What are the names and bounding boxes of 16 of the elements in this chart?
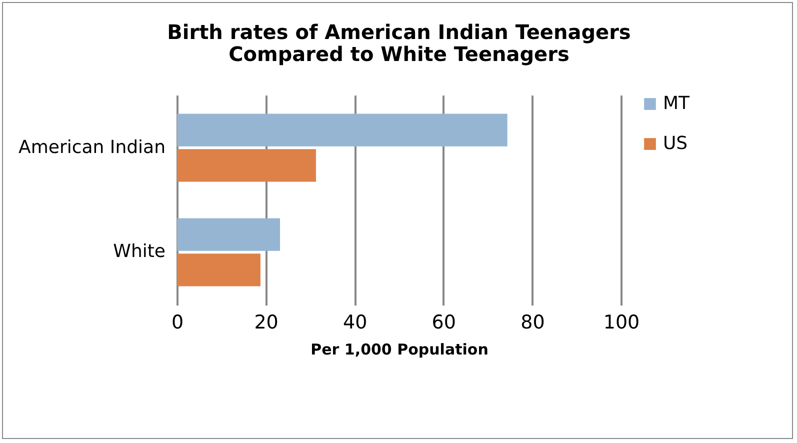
x-tick-label: 0 xyxy=(171,312,184,334)
x-tick-label: 80 xyxy=(520,312,545,334)
x-tick-label: 100 xyxy=(603,312,640,334)
y-tick-label: White xyxy=(113,241,166,262)
x-tick-label: 20 xyxy=(254,312,278,334)
x-tick-label: 60 xyxy=(432,312,456,334)
legend-label: MT xyxy=(663,93,691,114)
x-axis-title: Per 1,000 Population xyxy=(310,340,488,358)
chart-title: Birth rates of American Indian Teenagers Compared to White Teenagers xyxy=(167,20,631,66)
x-tick-label: 40 xyxy=(343,312,368,334)
bar xyxy=(177,149,316,182)
bar xyxy=(177,218,280,251)
bar xyxy=(177,114,508,146)
bar xyxy=(177,254,260,286)
legend-label: US xyxy=(663,133,688,154)
y-tick-label: American Indian xyxy=(18,136,166,158)
